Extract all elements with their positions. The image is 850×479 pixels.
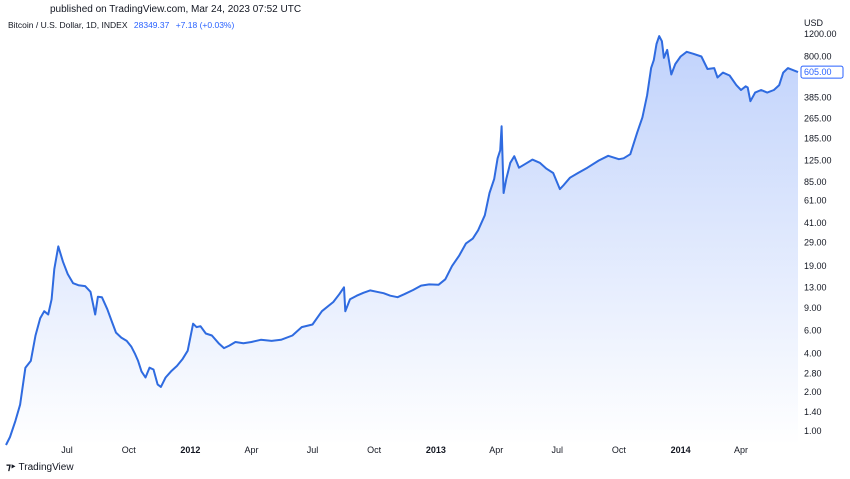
y-tick-label: 1.00 [804,426,822,436]
x-tick-label: Apr [244,445,258,455]
y-axis: 1200.00 800.00 385.00 265.00 185.00 125.00 85.… [804,29,837,436]
y-tick-label: 13.00 [804,282,827,292]
price-change: +7.18 (+0.03%) [175,20,235,30]
x-axis: Jul Oct 2012 Apr Jul Oct 2013 Apr Jul Oct 2014 Apr [61,445,748,455]
brand-name: TradingView [18,462,74,473]
y-tick-label: 4.00 [804,348,822,358]
y-tick-label: 85.00 [804,177,827,187]
x-tick-label: Oct [122,445,137,455]
x-tick-label: Apr [489,445,503,455]
price-area-fill [6,36,798,445]
last-price-tag [800,65,844,79]
tradingview-brand[interactable]: ⁊‣ TradingView [6,462,74,473]
x-tick-label: 2014 [671,445,691,455]
symbol-name: Bitcoin / U.S. Dollar, 1D, INDEX [8,20,128,30]
y-tick-label: 125.00 [804,156,832,166]
y-tick-label: 800.00 [804,51,832,61]
price-line[interactable] [5,35,799,446]
x-tick-label: 2013 [426,445,446,455]
y-tick-label: 9.00 [804,303,822,313]
x-tick-label: Jul [61,445,73,455]
x-tick-label: Jul [551,445,563,455]
symbol-legend: Bitcoin / U.S. Dollar, 1D, INDEX 28349.3… [8,20,234,30]
y-tick-label: 1200.00 [804,29,837,39]
x-tick-label: Jul [307,445,319,455]
x-tick-label: Apr [734,445,748,455]
y-tick-label: 1.40 [804,407,822,417]
y-tick-label: 2.00 [804,387,822,397]
y-tick-label: 265.00 [804,113,832,123]
y-tick-label: 41.00 [804,218,827,228]
published-line: published on TradingView.com, Mar 24, 20… [50,4,302,15]
x-tick-label: Oct [612,445,627,455]
y-tick-label: 61.00 [804,196,827,206]
last-price: 28349.37 [133,20,170,30]
y-tick-label: 6.00 [804,326,822,336]
y-tick-label: 185.00 [804,134,832,144]
y-tick-label: 29.00 [804,237,827,247]
x-tick-label: 2012 [180,445,200,455]
y-tick-label: 19.00 [804,261,827,271]
tradingview-logo-icon: ⁊‣ [6,462,16,473]
currency-label: USD [804,18,824,28]
y-tick-label: 2.80 [804,368,822,378]
x-tick-label: Oct [367,445,382,455]
y-tick-label: 385.00 [804,92,832,102]
last-price-tag-label: 605.00 [804,67,832,77]
